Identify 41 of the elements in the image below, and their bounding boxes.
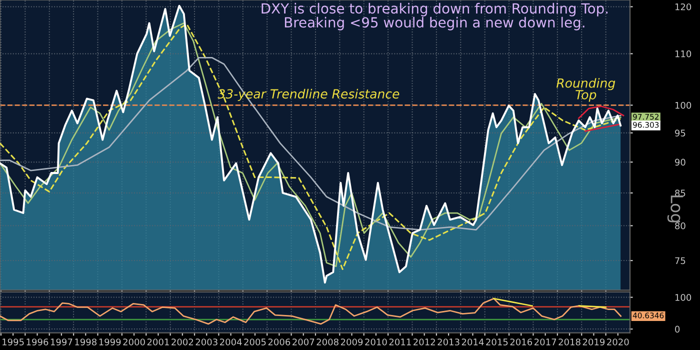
x-tick-label: 2001: [147, 338, 169, 346]
annotation: Rounding Top: [556, 78, 616, 102]
x-tick-label: 2010: [365, 338, 387, 346]
x-tick-label: 2008: [316, 338, 338, 346]
x-tick-label: 2003: [196, 338, 218, 346]
x-tick-label: 2012: [414, 338, 435, 346]
text: DXY is close to breaking down from Rounding Top. Breaking <95 would begin a new down leg.: [262, 2, 608, 30]
y-tick-label: 90: [675, 158, 686, 166]
x-tick-label: 2009: [340, 338, 363, 346]
x-tick-label: 2013: [438, 338, 460, 346]
x-tick-label: 2002: [172, 338, 193, 346]
y-axis-title: Log: [667, 196, 684, 222]
y-tick-label: 110: [675, 50, 692, 58]
x-tick-label: 1998: [75, 338, 97, 346]
y-tick-label: 95: [675, 130, 686, 136]
x-tick-label: 2014: [462, 338, 484, 346]
line-series: [0, 56, 622, 230]
y-tick-label: 120: [675, 3, 692, 10]
x-tick-label: 1999: [99, 338, 121, 346]
x-tick-label: 2018: [558, 338, 580, 346]
y-tick-label: 0: [675, 326, 680, 333]
line-series: [578, 106, 624, 119]
x-tick-label: 2007: [292, 338, 314, 346]
y-tick-label: 100: [675, 294, 692, 301]
x-tick-label: 2006: [268, 338, 290, 346]
y-tick-label: 80: [675, 222, 686, 230]
x-tick-label: 2005: [244, 338, 266, 346]
y-tick-label: 100: [675, 102, 692, 109]
x-tick-label: 2004: [220, 338, 242, 346]
x-tick-label: 2019: [582, 338, 605, 346]
x-tick-label: 2015: [486, 338, 508, 346]
y-tick-label: 75: [675, 257, 686, 264]
x-tick-label: 1995: [2, 338, 24, 346]
x-tick-label: 2020: [607, 338, 629, 346]
x-tick-label: 2016: [510, 338, 532, 346]
x-tick-label: 1997: [50, 338, 72, 346]
line-series: [0, 298, 622, 325]
x-tick-label: 1996: [26, 338, 48, 346]
x-tick-label: 2011: [389, 338, 411, 346]
x-tick-label: 2017: [534, 338, 556, 346]
x-tick-label: 2000: [123, 338, 145, 346]
